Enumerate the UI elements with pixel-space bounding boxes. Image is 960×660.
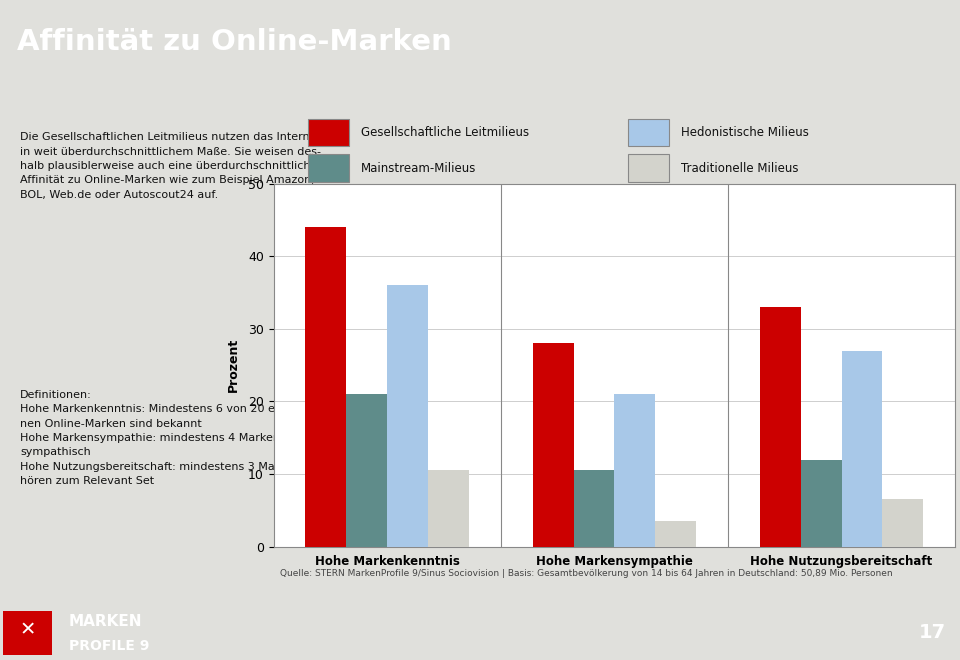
FancyBboxPatch shape [628, 154, 669, 182]
Bar [533, 343, 573, 546]
Bar [842, 350, 882, 546]
FancyBboxPatch shape [307, 119, 348, 146]
Bar [387, 285, 428, 546]
Text: MARKEN: MARKEN [69, 614, 143, 628]
Bar [614, 394, 656, 546]
Bar [347, 394, 387, 546]
FancyBboxPatch shape [307, 154, 348, 182]
Bar [801, 459, 842, 546]
Text: 17: 17 [919, 624, 946, 642]
Bar [428, 471, 469, 546]
Bar [882, 500, 924, 546]
Bar [3, 611, 52, 655]
Text: Affinität zu Online-Marken: Affinität zu Online-Marken [17, 28, 452, 55]
Bar [656, 521, 696, 546]
Text: Quelle: STERN MarkenProfile 9/Sinus Sociovision | Basis: Gesamtbevölkerung von 1: Quelle: STERN MarkenProfile 9/Sinus Soci… [280, 569, 893, 578]
Text: Mainstream-Milieus: Mainstream-Milieus [361, 162, 476, 174]
Text: Die Gesellschaftlichen Leitmilieus nutzen das Internet
in weit überdurchschnittl: Die Gesellschaftlichen Leitmilieus nutze… [20, 132, 322, 200]
Text: Definitionen:
Hohe Markenkenntnis: Mindestens 6 von 20 erhobe-
nen Online-Marken: Definitionen: Hohe Markenkenntnis: Minde… [20, 389, 322, 486]
Text: Traditionelle Milieus: Traditionelle Milieus [682, 162, 799, 174]
Text: PROFILE 9: PROFILE 9 [69, 640, 150, 653]
Bar [759, 307, 801, 546]
Text: Hedonistische Milieus: Hedonistische Milieus [682, 126, 809, 139]
Bar [573, 471, 614, 546]
FancyBboxPatch shape [628, 119, 669, 146]
Text: ✕: ✕ [19, 621, 36, 640]
Bar [305, 227, 347, 546]
Text: Gesellschaftliche Leitmilieus: Gesellschaftliche Leitmilieus [361, 126, 529, 139]
Y-axis label: Prozent: Prozent [227, 338, 240, 392]
